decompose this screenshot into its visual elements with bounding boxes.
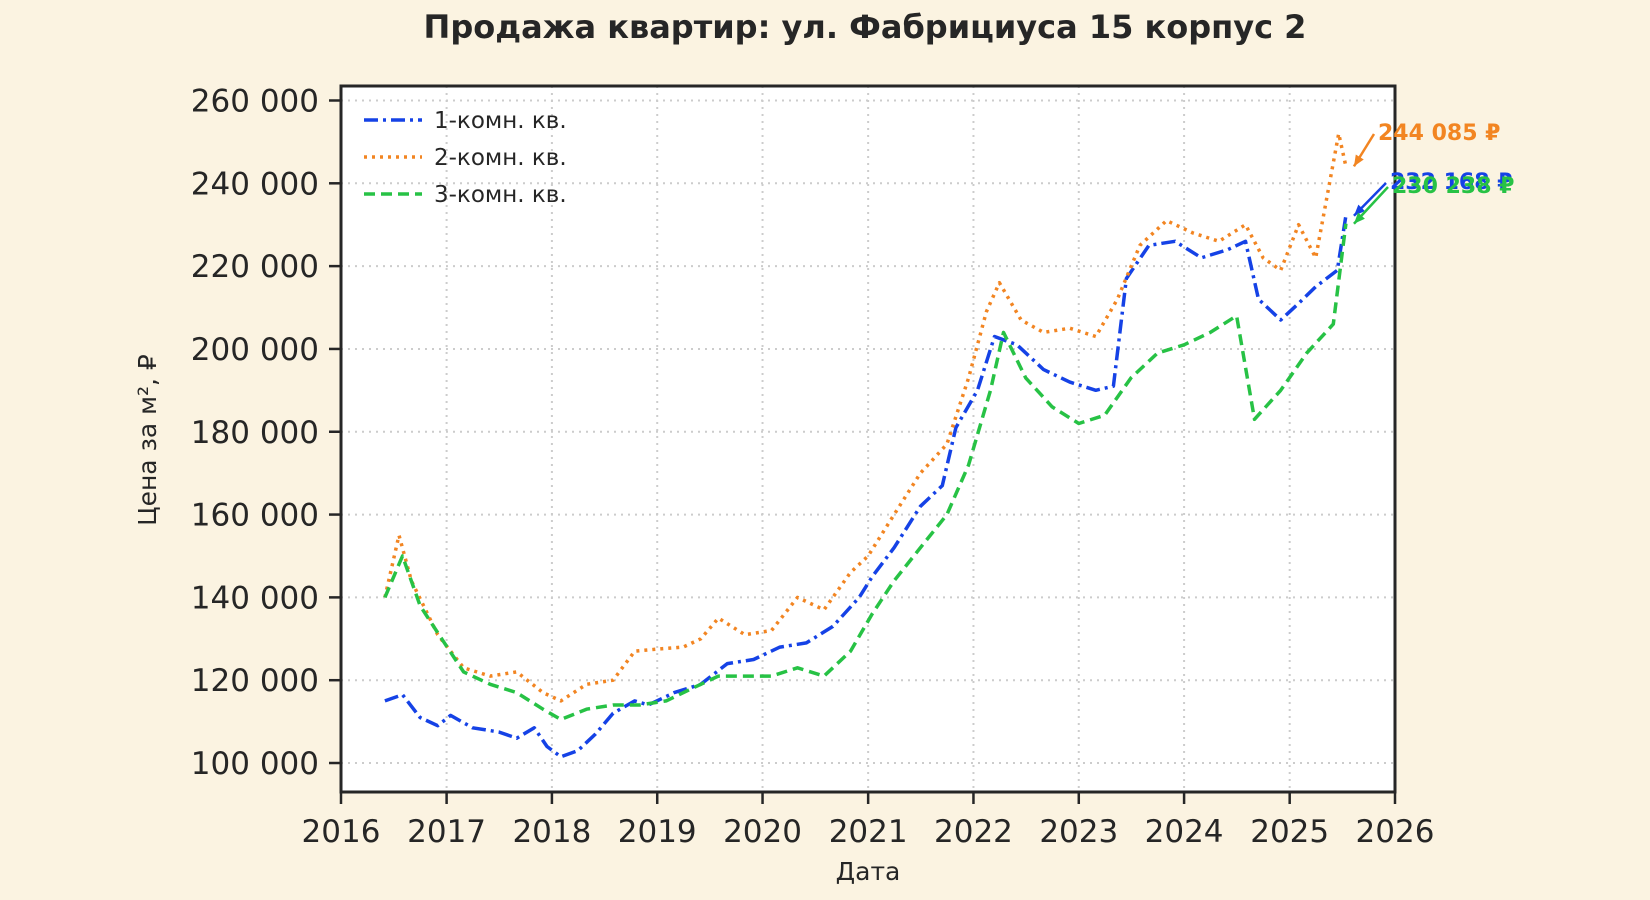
y-tick-label: 240 000	[191, 166, 319, 202]
y-axis-label: Цена за м², ₽	[133, 354, 162, 526]
series-line-2	[383, 131, 1348, 703]
x-tick-label: 2021	[829, 814, 908, 850]
x-axis: 2016 2017 2018 2019 2020 2021 2022 2023 2024 2025…	[302, 792, 1435, 850]
end-value-label: 230 238 ₽	[1392, 174, 1514, 199]
x-tick-label: 2019	[618, 814, 697, 850]
series-line-3	[383, 223, 1348, 722]
y-tick-label: 180 000	[191, 415, 319, 451]
x-tick-label: 2022	[934, 814, 1013, 850]
x-tick-label: 2016	[302, 814, 381, 850]
y-axis: 100 000 120 000 140 000 160 000 180 000 200 0…	[191, 83, 341, 782]
y-tick-label: 160 000	[191, 498, 319, 534]
y-tick-label: 260 000	[191, 83, 319, 119]
x-tick-label: 2017	[407, 814, 486, 850]
y-tick-label: 220 000	[191, 249, 319, 285]
end-value-label: 244 085 ₽	[1378, 121, 1500, 146]
end-label-arrowhead	[1353, 204, 1366, 216]
end-labels: 232 168 ₽ 244 085 ₽ 230 238 ₽	[1352, 121, 1514, 225]
y-tick-label: 100 000	[191, 746, 319, 782]
legend-label: 1-комн. кв.	[434, 108, 567, 134]
y-tick-label: 200 000	[191, 332, 319, 368]
end-value-label: 232 168 ₽	[1390, 170, 1512, 195]
x-tick-label: 2025	[1250, 814, 1329, 850]
series-line-1	[384, 215, 1348, 759]
x-axis-label: Дата	[836, 857, 901, 886]
x-tick-label: 2024	[1145, 814, 1224, 850]
end-label-arrowhead	[1353, 154, 1364, 167]
series-layer	[383, 131, 1348, 759]
y-tick-label: 140 000	[191, 580, 319, 616]
x-tick-label: 2026	[1356, 814, 1435, 850]
x-tick-label: 2018	[512, 814, 591, 850]
x-tick-label: 2023	[1039, 814, 1118, 850]
end-label-arrowhead	[1353, 212, 1365, 224]
x-tick-label: 2020	[723, 814, 802, 850]
y-tick-label: 120 000	[191, 663, 319, 699]
legend-label: 2-комн. кв.	[434, 145, 567, 171]
legend: 1-комн. кв. 2-комн. кв. 3-комн. кв.	[364, 108, 567, 208]
chart-title: Продажа квартир: ул. Фабрициуса 15 корпу…	[424, 8, 1307, 46]
legend-label: 3-комн. кв.	[434, 182, 567, 208]
